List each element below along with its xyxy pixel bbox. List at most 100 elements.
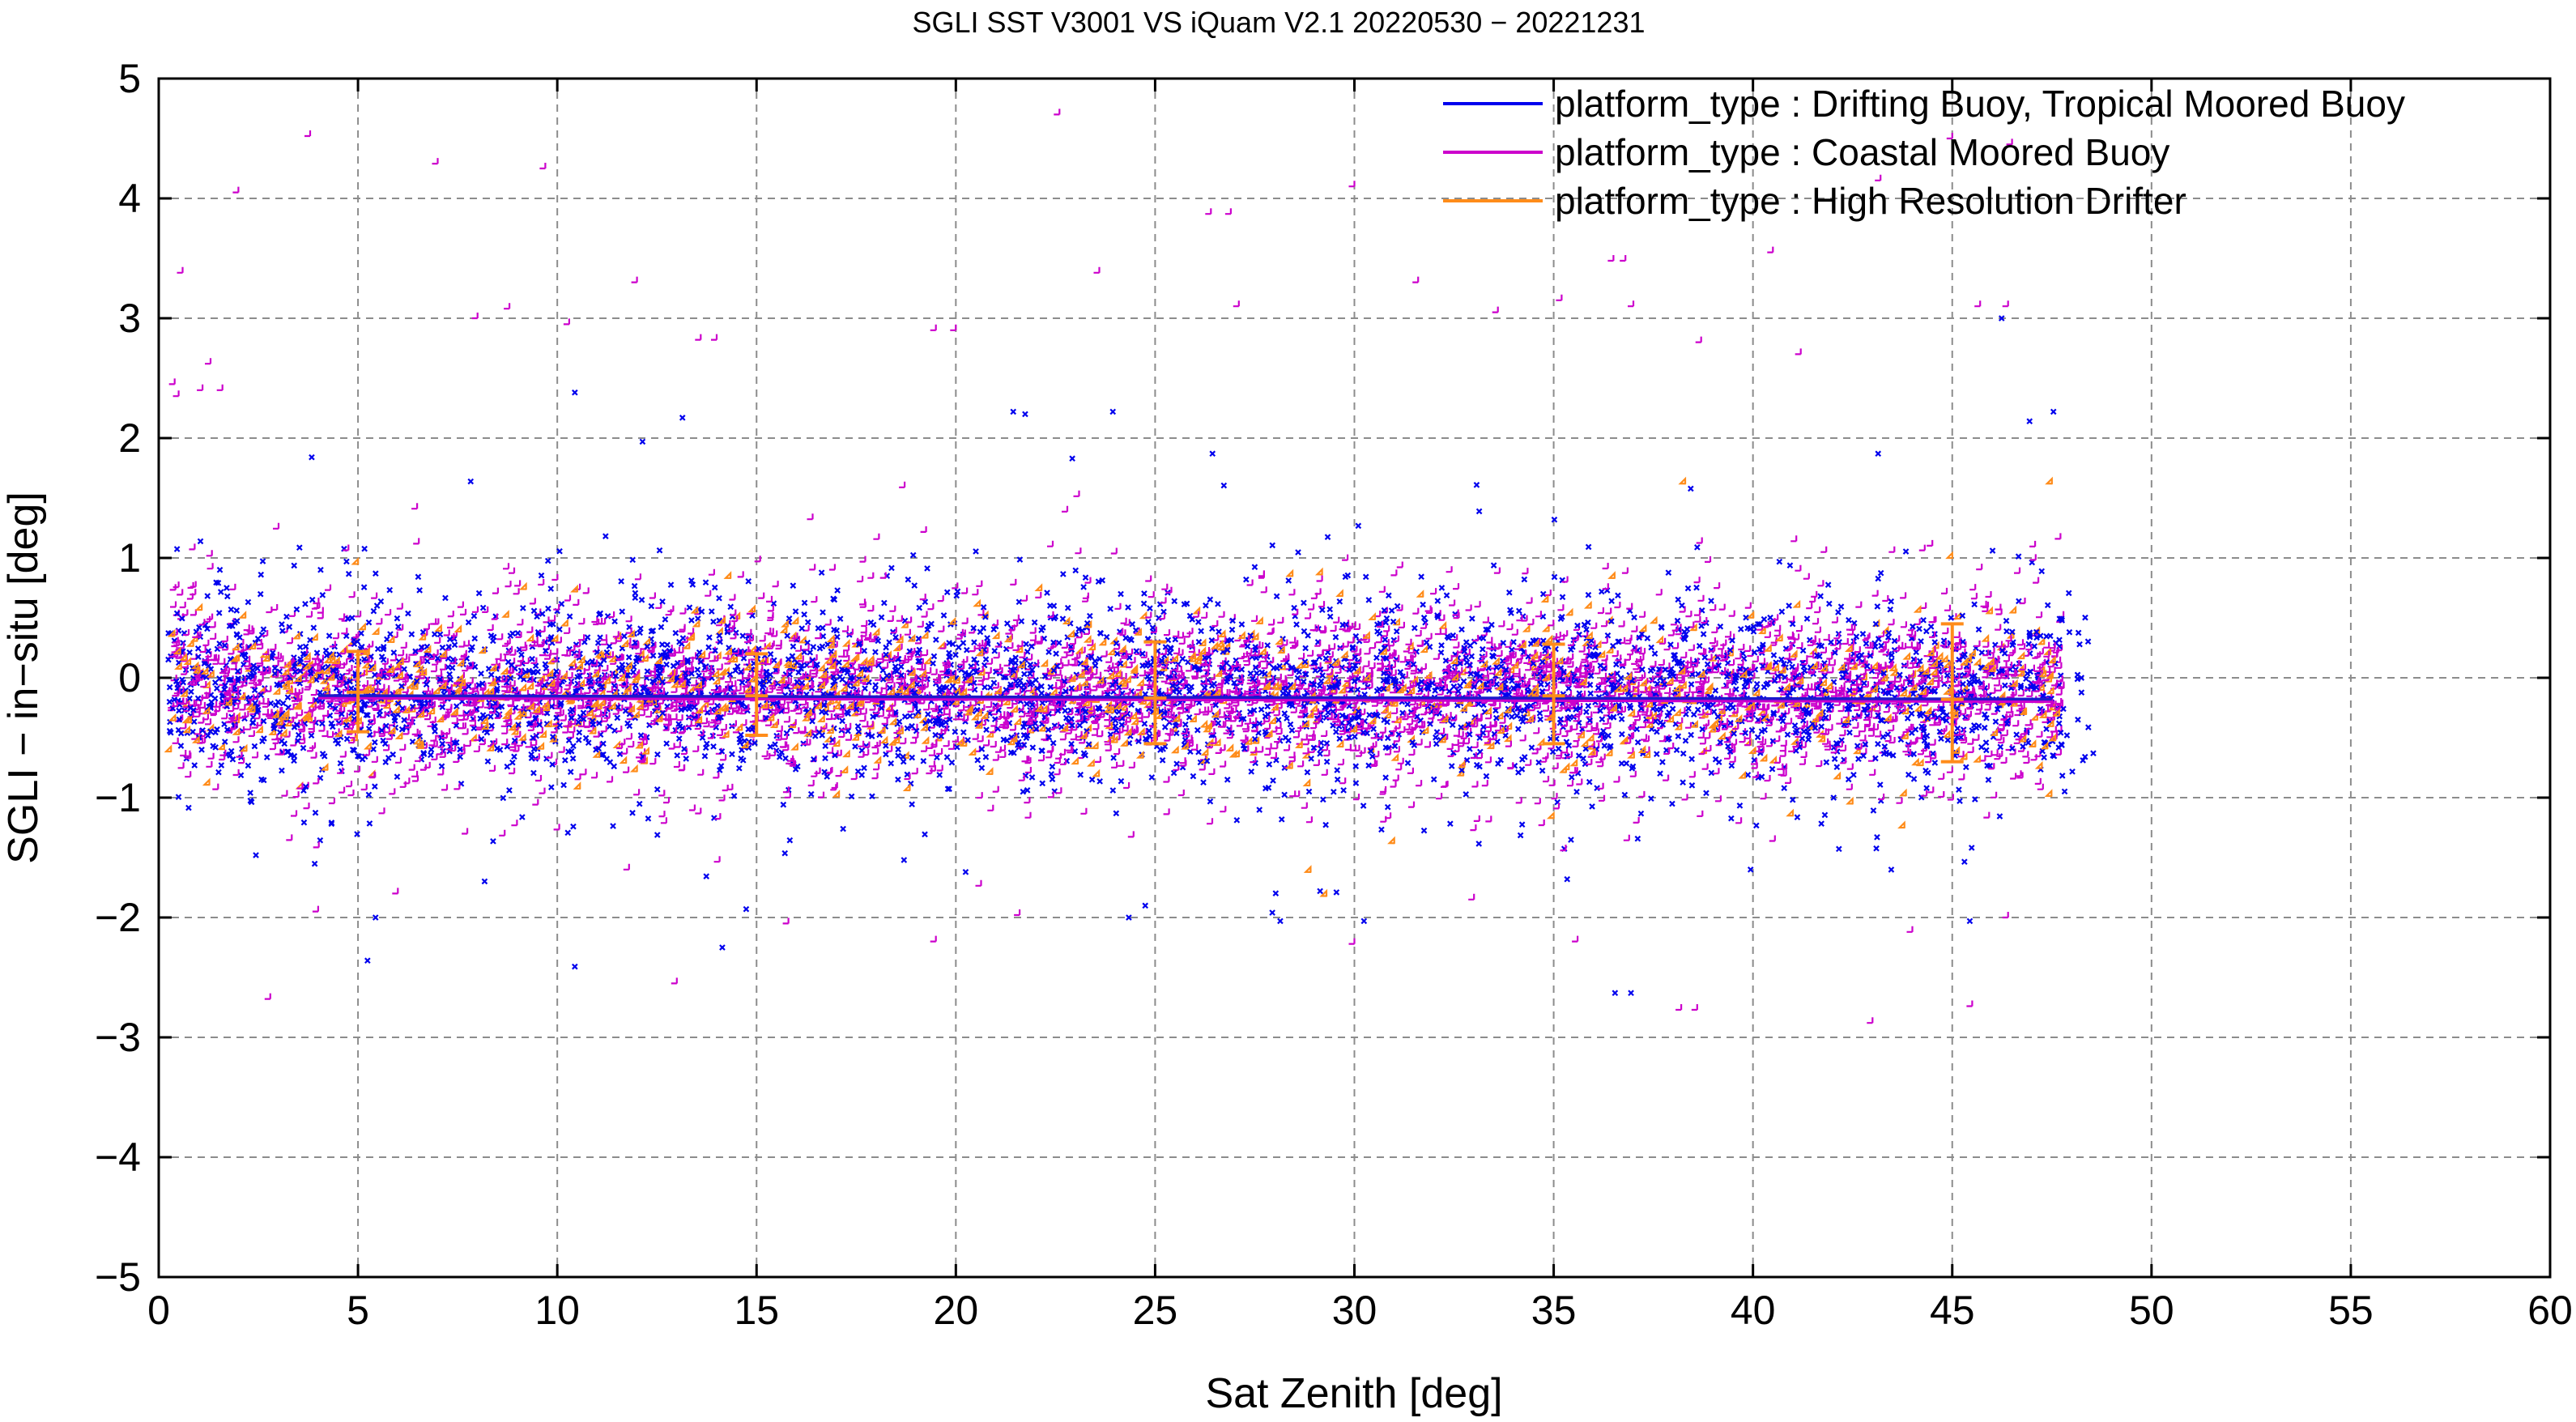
marker-diamond [612,740,621,749]
marker-x [383,722,390,730]
marker-x [514,630,522,636]
marker-diamond [1902,651,1911,660]
marker-diamond [539,682,548,691]
marker-x [924,626,931,633]
marker-plus [1631,625,1638,632]
marker-diamond [432,686,441,694]
marker-plus [1542,705,1549,712]
marker-plus [2026,690,2033,697]
marker-diamond [1973,657,1982,666]
marker-plus [491,658,498,666]
marker-diamond [1335,739,1344,748]
marker-plus [1701,763,1709,770]
marker-x [658,641,666,648]
marker-x [1032,720,1039,727]
marker-diamond [427,706,436,715]
marker-plus [509,649,517,656]
marker-x [1944,672,1951,679]
marker-x [520,605,526,611]
marker-plus [381,658,389,665]
marker-plus [725,676,732,683]
marker-x [686,604,693,611]
marker-diamond [1981,633,1990,642]
marker-plus [626,713,633,721]
marker-x [1077,771,1084,778]
marker-x [2013,731,2020,739]
marker-x [542,661,549,667]
marker-x [614,714,621,722]
marker-x [674,660,681,666]
marker-x [470,725,478,732]
marker-x [1791,722,1799,729]
marker-x [1141,720,1148,727]
marker-plus [1268,619,1275,626]
marker-plus [977,679,984,686]
marker-plus [1780,739,1787,747]
marker-plus [1605,607,1612,615]
marker-plus [1688,621,1695,628]
marker-plus [538,639,545,646]
marker-x [1162,644,1169,650]
marker-x [1846,616,1852,624]
marker-x [1514,713,1521,719]
marker-x [190,718,198,725]
marker-x [228,606,235,613]
marker-plus [1017,704,1024,711]
marker-plus [1588,740,1595,747]
marker-x [390,751,397,758]
marker-x [1312,667,1319,674]
marker-x [1688,731,1694,739]
marker-plus [1113,643,1121,650]
marker-plus [1015,688,1022,695]
marker-diamond [1309,703,1318,712]
marker-x [295,731,302,739]
marker-plus [1967,746,1974,753]
marker-x [1399,709,1406,717]
marker-diamond [1870,661,1878,670]
marker-x [1426,644,1433,650]
marker-x [1853,633,1860,640]
marker-diamond [1072,682,1081,691]
marker-plus [2034,777,2042,785]
marker-plus [1704,732,1711,739]
marker-plus [1375,636,1382,644]
marker-x [1055,640,1062,646]
marker-plus [1425,632,1433,640]
marker-plus [938,625,945,632]
marker-plus [1029,634,1037,641]
marker-diamond [1911,757,1919,766]
marker-plus [1987,652,1995,659]
marker-diamond [1942,730,1951,739]
marker-diamond [1703,686,1712,694]
marker-plus [1308,730,1315,737]
marker-plus [1718,643,1725,650]
marker-plus [1573,735,1580,743]
marker-diamond [548,734,557,743]
marker-plus [354,765,361,773]
marker-x [987,684,994,691]
marker-diamond [824,734,832,743]
marker-plus [680,688,688,695]
marker-plus [972,589,979,596]
marker-x [594,640,602,646]
marker-x [1685,705,1692,712]
marker-x [611,618,618,625]
marker-diamond [1040,658,1049,667]
marker-plus [1420,709,1428,716]
marker-plus [347,705,354,712]
marker-plus [1178,637,1186,645]
marker-plus [1475,729,1483,736]
marker-plus [1788,615,1795,623]
marker-plus [1933,704,1940,711]
marker-plus [737,674,744,681]
marker-x [837,615,844,622]
marker-plus [639,679,646,687]
marker-plus [1588,666,1595,673]
marker-x [475,590,483,597]
marker-plus [674,741,681,748]
marker-plus [1394,722,1401,730]
marker-x [1024,649,1031,655]
marker-x [1730,704,1736,711]
marker-x [570,743,577,749]
marker-plus [977,609,985,616]
